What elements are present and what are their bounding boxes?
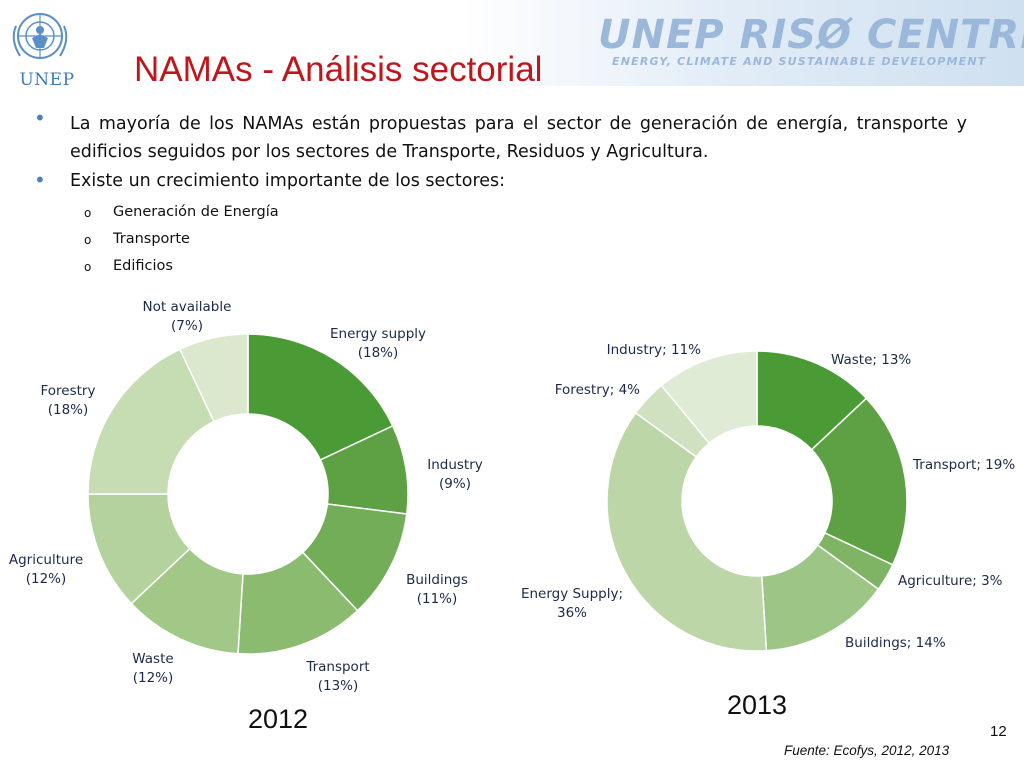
donut-chart-2013 bbox=[606, 350, 908, 652]
sub-bullet-marker: o bbox=[84, 206, 92, 220]
donut-slice-industry bbox=[660, 350, 758, 445]
donut-slice-forestry bbox=[87, 348, 215, 495]
sub-bullet-marker: o bbox=[84, 233, 92, 247]
data-label-forestry-2013: Forestry; 4% bbox=[555, 382, 640, 398]
partner-logo-tagline: ENERGY, CLIMATE AND SUSTAINABLE DEVELOPM… bbox=[612, 55, 987, 68]
page-number: 12 bbox=[990, 723, 1007, 740]
data-label-transport-2012: Transport (13%) bbox=[305, 659, 369, 694]
data-label-buildings-2012: Buildings (11%) bbox=[406, 572, 468, 607]
source-note: Fuente: Ecofys, 2012, 2013 bbox=[784, 743, 950, 758]
donut-chart-2012 bbox=[87, 333, 409, 655]
donut-slice-energy-supply bbox=[247, 333, 394, 461]
data-label-energy-supply-2012: Energy supply (18%) bbox=[330, 326, 426, 361]
data-label-buildings-2013: Buildings; 14% bbox=[845, 635, 946, 651]
sub-bullet-marker: o bbox=[84, 260, 92, 274]
bullet-dot: • bbox=[34, 168, 46, 192]
data-label-energy-supply-2013: Energy Supply; 36% bbox=[521, 586, 623, 621]
unep-riso-centre-logo: UNEP RISØ CENTRE ENERGY, CLIMATE AND SUS… bbox=[598, 12, 1024, 72]
donut-slice-energy-supply bbox=[606, 411, 768, 652]
data-label-waste-2013: Waste; 13% bbox=[831, 352, 911, 368]
donut-slice-not-available bbox=[178, 333, 249, 423]
chart-2013-title: 2013 bbox=[727, 690, 788, 720]
data-label-not-available-2012: Not available (7%) bbox=[143, 299, 232, 334]
donut-2012-labels: Energy supply (18%) Industry (9%) Buildings(… bbox=[9, 299, 483, 694]
sub-bullet-1: Generación de Energía bbox=[113, 204, 279, 220]
sub-bullet-3: Edificios bbox=[113, 258, 173, 274]
header-band bbox=[0, 0, 1024, 86]
bullet-2-text: Existe un crecimiento importante de los … bbox=[70, 171, 506, 191]
data-label-agriculture-2012: Agriculture (12%) bbox=[9, 552, 83, 587]
donut-slice-transport bbox=[810, 397, 908, 566]
sub-bullet-2: Transporte bbox=[113, 231, 190, 247]
data-label-industry-2013: Industry; 11% bbox=[607, 342, 702, 358]
data-label-transport-2013: Transport; 19% bbox=[912, 457, 1015, 473]
donut-2013-labels: Waste; 13% Transport; 19% Agriculture; 3% B… bbox=[521, 342, 1015, 651]
donut-charts: Energy supply (18%) Industry (9%) Buildings(… bbox=[9, 299, 1015, 694]
unep-logo-text: UNEP bbox=[19, 70, 75, 90]
chart-2012-title: 2012 bbox=[248, 704, 309, 734]
unep-logo: UNEP bbox=[6, 6, 74, 90]
data-label-waste-2012: Waste (12%) bbox=[132, 651, 173, 686]
data-label-industry-2012: Industry (9%) bbox=[427, 457, 483, 492]
bullet-dot: • bbox=[34, 106, 46, 130]
partner-logo-name: UNEP RISØ CENTRE bbox=[598, 12, 1024, 58]
slide-title: NAMAs - Análisis sectorial bbox=[134, 50, 543, 89]
data-label-forestry-2012: Forestry (18%) bbox=[41, 383, 96, 418]
data-label-agriculture-2013: Agriculture; 3% bbox=[898, 573, 1003, 589]
un-emblem-icon bbox=[12, 13, 68, 59]
bullet-1-text: La mayoría de los NAMAs están propuestas… bbox=[70, 114, 967, 162]
